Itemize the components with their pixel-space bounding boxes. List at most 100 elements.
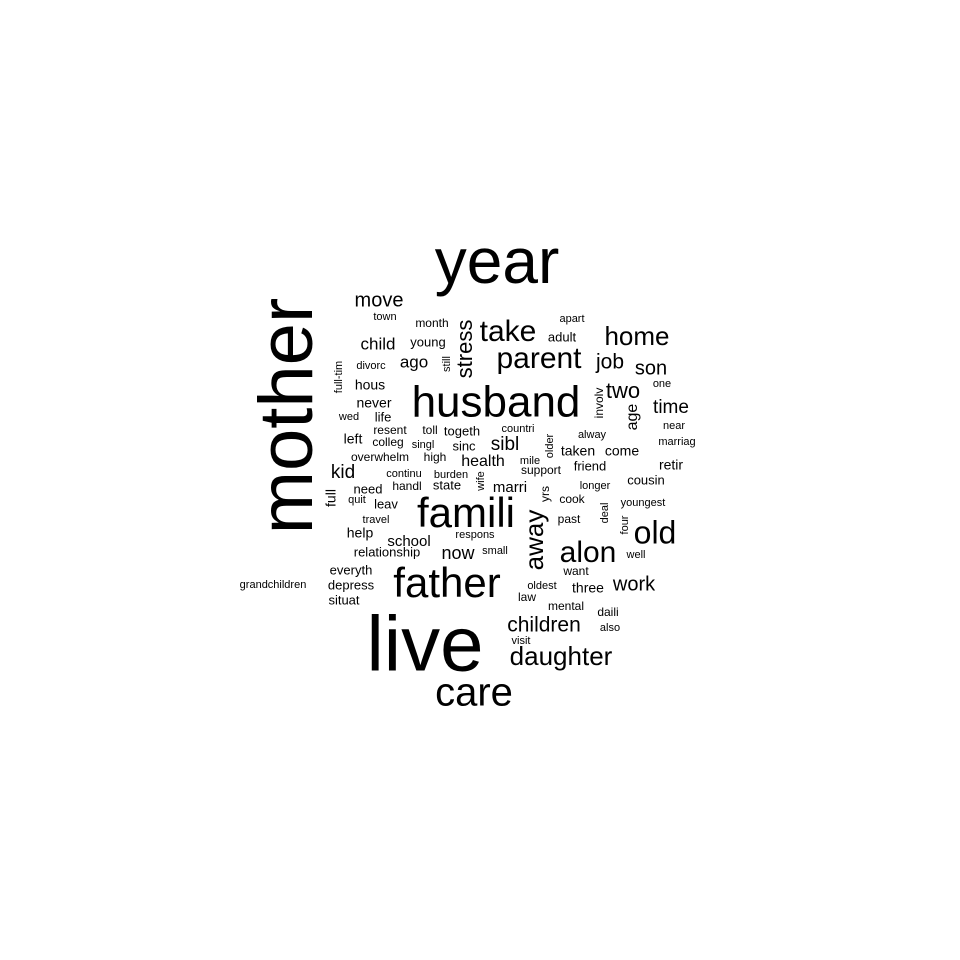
- word-need: need: [354, 481, 383, 496]
- word-daughter: daughter: [510, 641, 613, 671]
- word-resent: resent: [373, 423, 407, 437]
- word-time: time: [653, 397, 689, 418]
- word-handl: handl: [392, 479, 421, 493]
- word-still: still: [441, 356, 453, 372]
- word-everyth: everyth: [330, 562, 373, 577]
- word-countri: countri: [501, 423, 534, 435]
- word-famili: famili: [417, 489, 515, 536]
- word-law: law: [518, 590, 536, 604]
- word-grandchildren: grandchildren: [240, 579, 307, 591]
- word-also: also: [600, 622, 620, 634]
- word-child: child: [361, 334, 396, 353]
- word-two: two: [606, 378, 640, 403]
- word-apart: apart: [559, 313, 584, 325]
- word-life: life: [375, 409, 392, 424]
- word-kid: kid: [331, 462, 355, 483]
- word-wife: wife: [475, 471, 487, 492]
- word-now: now: [441, 543, 475, 563]
- word-parent: parent: [496, 342, 582, 375]
- word-wed: wed: [338, 411, 359, 423]
- word-situat: situat: [328, 592, 359, 607]
- word-alway: alway: [578, 429, 607, 441]
- word-divorc: divorc: [356, 360, 386, 372]
- word-care: care: [435, 671, 513, 715]
- word-ago: ago: [400, 352, 428, 371]
- word-year: year: [435, 225, 560, 297]
- word-cousin: cousin: [627, 472, 665, 487]
- word-yrs: yrs: [538, 486, 552, 502]
- word-togeth: togeth: [444, 423, 480, 438]
- word-toll: toll: [422, 423, 437, 437]
- word-near: near: [663, 420, 685, 432]
- word-school: school: [387, 533, 430, 550]
- word-quit: quit: [348, 494, 366, 506]
- word-involv: involv: [592, 388, 606, 419]
- word-husband: husband: [412, 378, 581, 427]
- word-singl: singl: [412, 439, 435, 451]
- word-colleg: colleg: [372, 435, 403, 449]
- word-oldest: oldest: [527, 580, 556, 592]
- word-stress: stress: [452, 320, 477, 379]
- word-young: young: [410, 334, 445, 349]
- word-son: son: [635, 357, 667, 379]
- word-continu: continu: [386, 468, 421, 480]
- word-friend: friend: [574, 458, 607, 473]
- word-youngest: youngest: [621, 497, 666, 509]
- word-job: job: [595, 351, 624, 374]
- word-relationship: relationship: [354, 544, 421, 559]
- word-work: work: [612, 573, 656, 595]
- word-age: age: [624, 404, 641, 431]
- word-burden: burden: [434, 469, 468, 481]
- word-month: month: [415, 316, 448, 330]
- word-live: live: [366, 600, 483, 688]
- word-health: health: [461, 453, 505, 470]
- word-overwhelm: overwhelm: [351, 450, 409, 464]
- word-travel: travel: [363, 514, 390, 526]
- word-longer: longer: [580, 480, 611, 492]
- word-father: father: [393, 559, 500, 606]
- word-four: four: [619, 515, 631, 534]
- word-support: support: [521, 463, 562, 477]
- word-want: want: [562, 564, 589, 578]
- word-full-tim: full-tim: [333, 361, 345, 393]
- word-come: come: [605, 443, 639, 459]
- word-respons: respons: [455, 529, 495, 541]
- word-older: older: [544, 433, 556, 458]
- word-never: never: [356, 395, 391, 411]
- word-hous: hous: [355, 377, 385, 393]
- word-mental: mental: [548, 599, 584, 613]
- word-leav: leav: [374, 496, 398, 511]
- word-sibl: sibl: [491, 434, 520, 455]
- word-past: past: [558, 512, 581, 526]
- word-state: state: [433, 477, 461, 492]
- word-depress: depress: [328, 577, 375, 592]
- word-full: full: [323, 489, 339, 507]
- word-take: take: [480, 315, 537, 348]
- word-visit: visit: [512, 635, 531, 647]
- word-sinc: sinc: [452, 438, 476, 453]
- word-retir: retir: [659, 457, 683, 473]
- word-old: old: [634, 514, 677, 550]
- word-away: away: [519, 510, 549, 571]
- word-mother: mother: [244, 298, 329, 535]
- word-left: left: [344, 431, 363, 447]
- word-mile: mile: [520, 455, 540, 467]
- word-high: high: [424, 450, 447, 464]
- word-home: home: [604, 321, 669, 351]
- word-move: move: [355, 289, 404, 311]
- word-alon: alon: [560, 536, 617, 569]
- word-three: three: [572, 580, 604, 596]
- word-children: children: [507, 614, 581, 637]
- word-adult: adult: [548, 329, 577, 344]
- word-deal: deal: [599, 503, 611, 524]
- word-small: small: [482, 545, 508, 557]
- word-marri: marri: [493, 479, 527, 496]
- word-daili: daili: [597, 605, 618, 619]
- word-one: one: [653, 378, 671, 390]
- word-well: well: [626, 549, 646, 561]
- word-taken: taken: [561, 443, 595, 459]
- word-cook: cook: [559, 492, 585, 506]
- word-town: town: [373, 311, 396, 323]
- word-help: help: [347, 525, 374, 541]
